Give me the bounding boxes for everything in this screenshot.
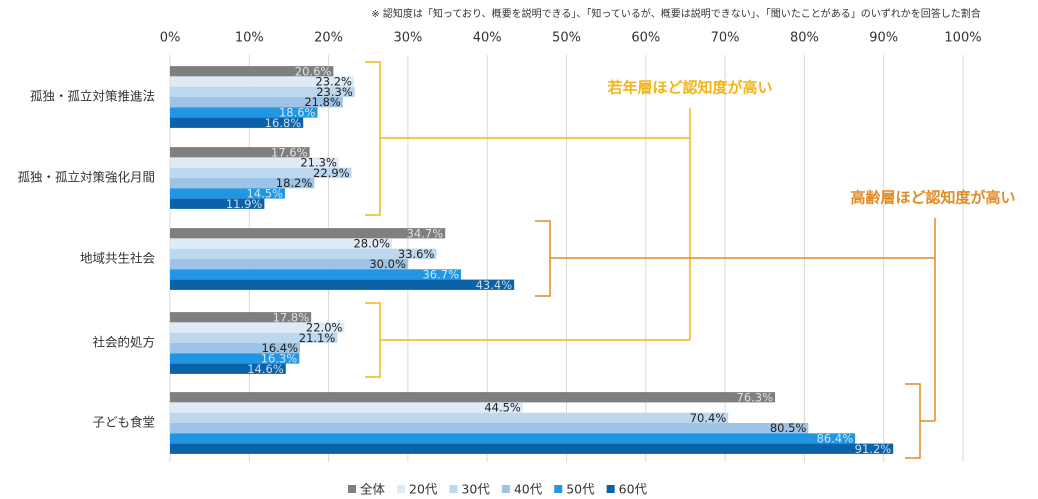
data-label: 22.0% [306,321,343,335]
data-label: 23.2% [315,75,352,89]
bar [170,412,729,423]
legend-label: 50代 [566,482,595,497]
bar [170,269,462,280]
data-label: 91.2% [855,442,892,456]
bar [170,97,343,108]
bar [170,198,265,209]
x-tick-label: 100% [944,31,981,46]
data-label: 30.0% [369,257,406,271]
bar [170,147,310,158]
bar [170,433,856,444]
legend-swatch [606,485,615,493]
legend-label: 40代 [514,482,543,497]
bar [170,322,345,333]
legend-label: 全体 [360,482,386,497]
data-label: 18.2% [276,176,313,190]
bar [170,279,515,290]
x-tick-label: 60% [631,31,660,46]
bar [170,423,809,434]
data-label: 20.6% [295,64,332,78]
x-tick-label: 30% [393,31,422,46]
legend-swatch [554,485,563,493]
data-label: 16.8% [265,116,302,130]
x-tick-label: 80% [790,31,819,46]
data-label: 76.3% [737,390,774,404]
data-label: 21.3% [300,156,337,170]
data-label: 36.7% [422,267,459,281]
legend-label: 30代 [461,482,490,497]
data-label: 16.4% [262,341,299,355]
x-tick-label: 40% [473,31,502,46]
y-tick-label: 社会的処方 [92,335,155,350]
data-label: 70.4% [690,411,727,425]
data-label: 23.3% [316,85,353,99]
bar [170,392,776,403]
data-label: 43.4% [476,278,513,292]
note: ※ 認知度は「知っており、概要を説明できる」、「知っているが、概要は説明できない… [371,7,980,20]
data-label: 16.3% [261,351,298,365]
data-label: 11.9% [226,197,263,211]
legend-swatch [397,485,406,493]
bar [170,248,437,259]
y-tick-label: 地域共生社会 [80,251,156,266]
bar [170,117,304,128]
x-tick-label: 0% [160,31,181,46]
bar [170,443,894,454]
y-tick-label: 孤独・孤立対策推進法 [30,89,155,104]
data-label: 33.6% [398,247,435,261]
bracket-young [365,61,691,378]
bar [170,402,523,413]
bar [170,167,352,178]
x-tick-label: 10% [235,31,264,46]
legend-label: 60代 [619,482,648,497]
data-label: 44.5% [484,401,521,415]
bar [170,238,393,249]
x-tick-label: 20% [314,31,343,46]
annotation: 若年層ほど認知度が高い [606,79,772,97]
data-label: 18.6% [279,105,316,119]
data-label: 21.1% [299,331,336,345]
bar [170,86,355,97]
bar [170,178,315,189]
bar [170,107,318,118]
bar [170,312,312,323]
bar [170,353,300,364]
x-tick-label: 50% [552,31,581,46]
data-label: 14.6% [247,362,284,376]
x-tick-label: 90% [869,31,898,46]
annotation: 高齢層ほど認知度が高い [850,189,1015,207]
bar [170,343,301,354]
legend-swatch [348,485,356,493]
data-label: 14.5% [246,186,283,200]
bar [170,363,286,374]
data-label: 80.5% [770,421,807,435]
bar [170,76,354,87]
bar [170,66,334,77]
data-label: 86.4% [817,431,854,445]
bar [170,332,338,343]
bracket-old [535,218,936,459]
x-tick-label: 70% [711,31,740,46]
y-tick-label: 子ども食堂 [92,415,155,430]
bar [170,228,446,239]
data-label: 34.7% [407,226,444,240]
bar [170,157,339,168]
data-label: 21.8% [304,95,341,109]
legend-swatch [501,485,510,493]
data-label: 17.6% [271,145,308,159]
bar [170,259,408,270]
data-label: 22.9% [313,166,350,180]
data-label: 28.0% [353,237,390,251]
y-tick-label: 孤独・孤立対策強化月間 [17,170,155,185]
legend-swatch [449,485,458,493]
bar [170,188,285,199]
legend-label: 20代 [409,482,438,497]
data-label: 17.8% [273,310,310,324]
